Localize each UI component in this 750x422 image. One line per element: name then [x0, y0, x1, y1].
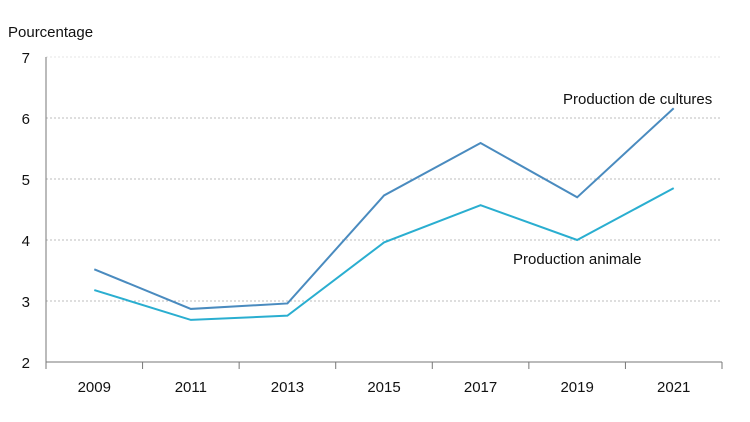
y-tick-label: 3 — [22, 294, 30, 311]
y-tick-label: 2 — [22, 355, 30, 372]
y-tick-label: 4 — [22, 233, 30, 250]
x-tick-label: 2009 — [78, 379, 111, 396]
series-label-animale: Production animale — [513, 251, 641, 268]
x-tick-label: 2011 — [175, 379, 207, 396]
x-tick-label: 2021 — [657, 379, 690, 396]
series-line-cultures — [93, 107, 675, 310]
series-label-cultures: Production de cultures — [563, 91, 712, 108]
y-tick-label: 6 — [22, 111, 30, 128]
x-tick-label: 2019 — [560, 379, 593, 396]
y-tick-label: 7 — [22, 50, 30, 67]
x-tick-label: 2013 — [271, 379, 304, 396]
x-tick-label: 2017 — [464, 379, 497, 396]
x-tick-label: 2015 — [367, 379, 400, 396]
y-tick-label: 5 — [22, 172, 30, 189]
y-axis-label: Pourcentage — [8, 24, 93, 41]
